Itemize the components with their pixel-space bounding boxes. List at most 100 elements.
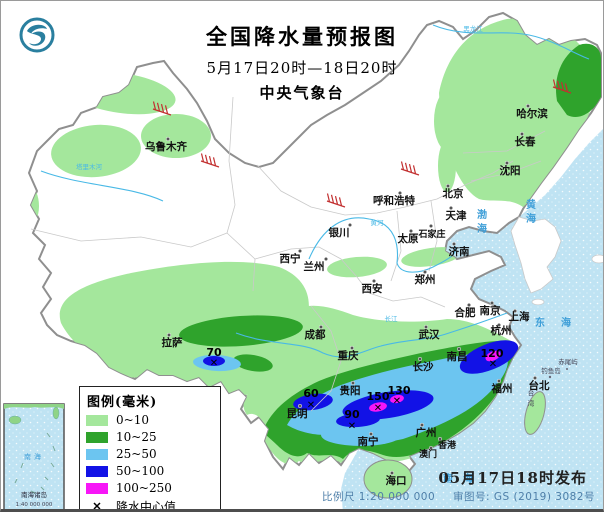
- city-dots: [165, 103, 538, 476]
- center-value: 120: [481, 347, 504, 360]
- rivers: [40, 24, 590, 358]
- precipitation-layers: [29, 18, 601, 465]
- center-x-mark: ✕: [489, 359, 497, 370]
- center-x-mark: ✕: [307, 400, 315, 411]
- city-label: 武汉: [419, 328, 440, 341]
- city-label: 合肥: [454, 306, 476, 319]
- city-label: 福州: [491, 382, 513, 395]
- legend-label: 25~50: [116, 447, 157, 461]
- legend-row-center-marker: ✕ 降水中心值: [86, 498, 214, 512]
- inset-islands-label: 南海诸岛: [21, 490, 47, 499]
- city-label: 西安: [362, 282, 383, 295]
- center-x-mark: ✕: [210, 358, 218, 369]
- legend-box: 图例(毫米) 0~10 10~25 25~50 50~100 100~250 ✕…: [79, 386, 221, 512]
- south-china-sea-inset: 南海 南海诸岛 1:40 000 000: [3, 403, 65, 509]
- sea-label-bohai: 渤海: [475, 208, 487, 237]
- legend-label: 10~25: [116, 430, 157, 444]
- legend-title: 图例(毫米): [87, 395, 158, 410]
- sea-label-south-china-sea: 南海: [443, 472, 483, 485]
- legend-label: 0~10: [116, 413, 149, 427]
- rain-100-250-layer: [369, 350, 501, 412]
- city-label: 南宁: [358, 435, 379, 448]
- city-label: 南京: [480, 304, 501, 317]
- jeju-island: [531, 298, 545, 306]
- korea-peninsula: [510, 216, 562, 294]
- city-label: 北京: [443, 187, 464, 200]
- city-label: 乌鲁木齐: [145, 140, 187, 153]
- sea-label-east-china-sea: 东海: [535, 316, 587, 329]
- city-label: 贵阳: [340, 384, 361, 397]
- legend-row: 50~100: [86, 464, 214, 478]
- hainan-island: [363, 459, 413, 499]
- map-scale: 比例尺 1:20 000 000: [321, 491, 436, 503]
- island-label-diaoyu: 钓鱼岛: [541, 366, 561, 375]
- city-label: 澳门: [419, 448, 437, 460]
- publish-time: 05月17日18时发布: [438, 469, 587, 487]
- inset-coast: [4, 404, 64, 409]
- city-label: 海口: [386, 474, 407, 487]
- legend-row: 25~50: [86, 447, 214, 461]
- legend-swatch-10-25: [86, 431, 108, 443]
- city-label: 杭州: [491, 324, 512, 337]
- city-label: 拉萨: [162, 336, 183, 349]
- inset-islands: [14, 432, 56, 494]
- city-label: 西宁: [280, 252, 301, 265]
- legend-row: 0~10: [86, 413, 214, 427]
- island-label-taiwan: 台湾: [526, 388, 534, 410]
- center-value: 60: [303, 387, 319, 400]
- center-x-mark: ✕: [348, 421, 356, 432]
- logo-dragon-glyph: [27, 24, 47, 46]
- chiwei-island-dot: [566, 368, 568, 370]
- map-approval-number: 审图号: GS (2019) 3082号: [453, 491, 595, 503]
- city-label: 南昌: [447, 350, 468, 363]
- city-label: 石家庄: [417, 228, 445, 240]
- center-x-mark: ✕: [374, 403, 382, 414]
- river-label-heilongjiang: 黑龙江: [463, 24, 483, 33]
- center-x-mark: ✕: [393, 396, 401, 407]
- legend-label: 50~100: [116, 464, 165, 478]
- inset-sea-label: 南海: [24, 452, 44, 461]
- city-label: 昆明: [287, 408, 308, 420]
- center-value: 90: [344, 408, 360, 421]
- center-value: 70: [206, 346, 222, 359]
- sea-label-yellow-sea: 黄海: [524, 198, 536, 227]
- river-label-yangtze: 长江: [385, 314, 399, 323]
- city-label: 重庆: [338, 349, 359, 362]
- city-label: 兰州: [304, 260, 325, 273]
- city-label: 台北: [529, 379, 550, 392]
- island-label-chiwei: 赤尾屿: [558, 357, 578, 366]
- legend-swatch-50-100: [86, 465, 108, 477]
- inset-hainan: [8, 415, 22, 425]
- city-label: 上海: [509, 310, 530, 323]
- inset-taiwan: [52, 406, 60, 420]
- city-label: 太原: [397, 232, 419, 245]
- river-label-yellow-river: 黄河: [371, 218, 385, 227]
- river-label-tarim: 塔里木河: [76, 162, 103, 171]
- cma-logo: [19, 17, 55, 53]
- legend-row: 10~25: [86, 430, 214, 444]
- center-marker-symbol: ✕: [92, 500, 102, 512]
- precipitation-centers: 70 ✕ 60 ✕ 90 ✕ 150 ✕ 130 ✕ 120 ✕: [206, 346, 503, 432]
- city-label: 沈阳: [500, 164, 521, 177]
- city-label: 济南: [449, 245, 470, 258]
- legend-label: 100~250: [116, 481, 172, 495]
- center-marker-label: 降水中心值: [116, 500, 177, 512]
- taiwan-island: [524, 391, 546, 435]
- legend-swatch-0-10: [86, 414, 108, 426]
- diaoyu-island-dot: [548, 375, 552, 379]
- japan-island: [591, 254, 603, 264]
- city-label: 银川: [329, 226, 350, 239]
- legend-swatch-100-250: [86, 482, 108, 494]
- city-label: 哈尔滨: [516, 107, 548, 120]
- city-label: 长沙: [413, 360, 434, 373]
- city-label: 成都: [305, 328, 326, 341]
- city-label: 广州: [416, 426, 437, 439]
- city-label: 天津: [446, 209, 467, 222]
- inset-scale: 1:40 000 000: [16, 502, 53, 508]
- city-label: 呼和浩特: [373, 194, 415, 207]
- center-value: 130: [388, 384, 411, 397]
- legend-swatch-25-50: [86, 448, 108, 460]
- city-label: 长春: [515, 135, 536, 148]
